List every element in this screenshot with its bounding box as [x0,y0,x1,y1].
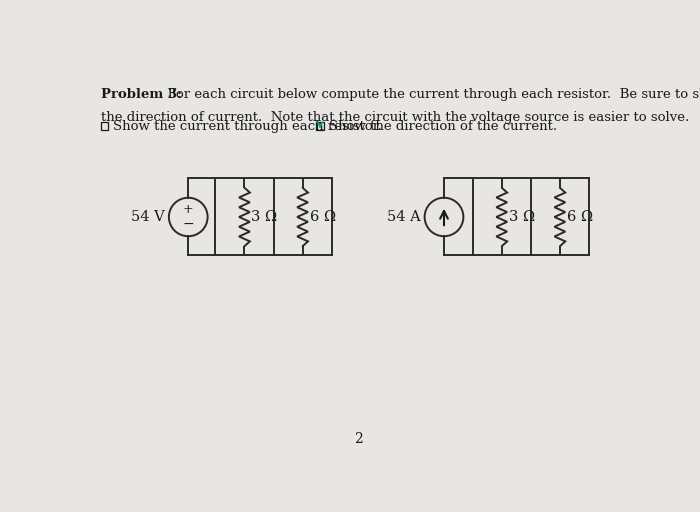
Text: Show the direction of the current.: Show the direction of the current. [328,120,556,133]
Text: For each circuit below compute the current through each resistor.  Be sure to sh: For each circuit below compute the curre… [159,88,700,101]
Text: 6 Ω: 6 Ω [309,210,336,224]
Text: the direction of current.  Note that the circuit with the voltage source is easi: the direction of current. Note that the … [101,111,689,124]
Text: 6 Ω: 6 Ω [567,210,593,224]
Text: +: + [183,203,194,216]
Text: 54 A: 54 A [387,210,421,224]
Text: Problem 3:: Problem 3: [101,88,182,101]
Text: 2: 2 [354,432,363,446]
Text: Show the current through each resistor.: Show the current through each resistor. [113,120,382,133]
Text: −: − [183,217,194,231]
Text: 54 V: 54 V [132,210,165,224]
Bar [316,122,324,130]
Text: 3 Ω: 3 Ω [509,210,535,224]
Text: 3 Ω: 3 Ω [251,210,277,224]
Bar [101,122,108,130]
